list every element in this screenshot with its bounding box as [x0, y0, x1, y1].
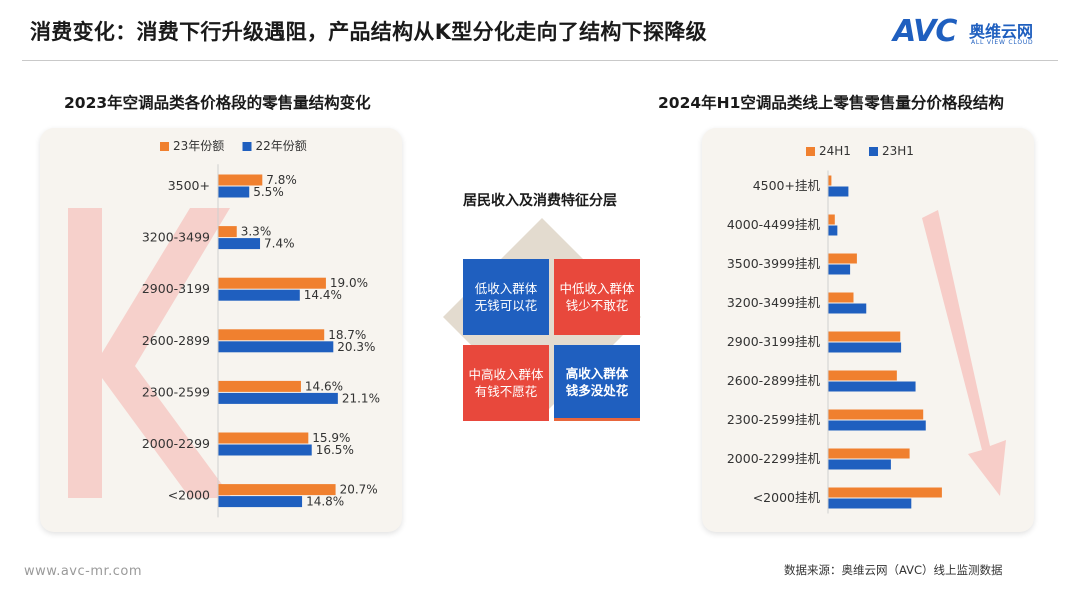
category-label: 2600-2899 [142, 333, 210, 348]
bar-series2 [828, 303, 867, 314]
data-label: 5.5% [253, 185, 283, 199]
bar-series2 [828, 420, 926, 431]
k-shape-decoration [68, 208, 232, 498]
category-label: 3500-3999挂机 [727, 256, 821, 271]
bar-series1 [218, 484, 336, 496]
legend-swatch-0 [806, 147, 815, 156]
bar-series1 [218, 277, 326, 289]
bar-series1 [828, 253, 857, 264]
category-label: 3200-3499挂机 [727, 295, 821, 310]
bar-series2 [828, 225, 838, 236]
legend-label-1: 23H1 [882, 144, 914, 158]
bar-series1 [218, 329, 325, 341]
left-chart-title: 2023年空调品类各价格段的零售量结构变化 [64, 94, 371, 112]
legend-swatch-1 [242, 142, 252, 151]
right-chart-svg: 24H1 23H1 4500+挂机 4000-4499挂机 3500-3999挂机 320… [727, 144, 1006, 514]
bar-series1 [828, 448, 910, 459]
bar-series2 [828, 381, 916, 392]
bar-series2 [828, 186, 849, 197]
legend-label-1: 22年份额 [256, 139, 307, 153]
bar-series1 [218, 174, 263, 186]
quad-cell-line: 中低收入群体 [559, 281, 635, 296]
bar-series1 [218, 226, 237, 238]
category-label: 2900-3199 [142, 281, 210, 296]
down-arrow-decoration [922, 210, 1006, 496]
legend-label-0: 24H1 [819, 144, 851, 158]
category-label: 2300-2599挂机 [727, 412, 821, 427]
data-label: 20.7% [340, 483, 378, 497]
bar-series2 [218, 238, 261, 250]
quad-cell-line: 有钱不愿花 [474, 384, 538, 399]
category-label: 4000-4499挂机 [727, 217, 821, 232]
category-label: 2000-2299挂机 [727, 451, 821, 466]
bar-series1 [828, 487, 942, 498]
bar-series1 [218, 380, 301, 392]
quad-cell-line: 钱多没处花 [565, 382, 629, 398]
category-label: 2600-2899挂机 [727, 373, 821, 388]
bar-series2 [828, 459, 891, 470]
bar-series2 [828, 498, 912, 509]
data-label: 14.6% [305, 379, 343, 393]
bar-series1 [828, 292, 854, 303]
logo-sub: ALL VIEW CLOUD [971, 39, 1034, 46]
bar-series2 [218, 186, 250, 198]
left-chart-svg: 23年份额 22年份额 3500+ 7.8%5.5% 3200-3499 3.3%7.4%… [68, 139, 380, 518]
quad-cell-lower-middle-income: 中低收入群体 钱少不敢花 [554, 259, 640, 335]
category-label: 3200-3499 [142, 230, 210, 245]
footer-url: www.avc-mr.com [24, 564, 143, 579]
quad-title: 居民收入及消费特征分层 [463, 193, 617, 209]
right-chart-title: 2024年H1空调品类线上零售零售量分价格段结构 [658, 94, 1004, 112]
quad-cell-line: 高收入群体 [565, 365, 629, 381]
data-label: 14.4% [304, 288, 342, 302]
bar-series2 [828, 342, 902, 353]
legend-swatch-0 [160, 142, 169, 151]
data-label: 21.1% [342, 391, 380, 405]
logo-mark: AVC [893, 14, 957, 49]
bar-series1 [828, 175, 832, 186]
legend-label-0: 23年份额 [173, 139, 224, 153]
bar-series2 [218, 341, 334, 353]
quad-cell-line: 低收入群体 [474, 281, 538, 296]
bar-series2 [828, 264, 851, 275]
bar-series2 [218, 289, 300, 301]
avc-logo: AVC 奥维云网 ALL VIEW CLOUD [893, 14, 1063, 54]
category-label: 2900-3199挂机 [727, 334, 821, 349]
bar-series2 [218, 444, 312, 456]
quad-cell-line: 中高收入群体 [468, 367, 544, 382]
bar-series1 [828, 409, 924, 420]
data-label: 7.4% [264, 237, 295, 251]
data-label: 15.9% [312, 431, 350, 445]
quad-cell-line: 无钱可以花 [474, 298, 538, 313]
quad-cell-line: 钱少不敢花 [565, 298, 629, 313]
logo-cn: 奥维云网 [969, 22, 1034, 41]
category-label: <2000 [168, 488, 210, 503]
category-label: 4500+挂机 [753, 178, 821, 193]
category-label: 2000-2299 [142, 436, 210, 451]
data-label: 3.3% [241, 225, 272, 239]
data-label: 14.8% [306, 495, 344, 509]
legend-swatch-1 [869, 147, 878, 156]
title-divider [22, 60, 1058, 61]
data-label: 20.3% [337, 340, 375, 354]
right-chart-panel: 24H1 23H1 4500+挂机 4000-4499挂机 3500-3999挂机 320… [702, 128, 1034, 532]
bar-series2 [218, 496, 303, 508]
bar-series1 [828, 370, 897, 381]
category-label: 2300-2599 [142, 384, 210, 399]
data-label: 16.5% [316, 443, 354, 457]
bar-series1 [828, 214, 835, 225]
data-label: 19.0% [330, 276, 368, 290]
page-title: 消费变化：消费下行升级遇阻，产品结构从K型分化走向了结构下探降级 [30, 20, 707, 44]
bar-series1 [828, 331, 901, 342]
data-label: 18.7% [328, 328, 366, 342]
footer-source: 数据来源：奥维云网（AVC）线上监测数据 [784, 563, 1003, 577]
data-label: 7.8% [266, 173, 297, 187]
category-label: <2000挂机 [753, 490, 821, 505]
quad-cell-low-income: 低收入群体 无钱可以花 [463, 259, 549, 335]
category-label: 3500+ [168, 178, 210, 193]
quad-cell-upper-middle-income: 中高收入群体 有钱不愿花 [463, 345, 549, 421]
left-chart-panel: 23年份额 22年份额 3500+ 7.8% 5.5% 3200-3499 3.3% 7.4%… [40, 128, 402, 532]
bar-series2 [218, 392, 338, 404]
bar-series1 [218, 432, 309, 444]
quad-cell-high-income: 高收入群体 钱多没处花 [554, 345, 640, 421]
